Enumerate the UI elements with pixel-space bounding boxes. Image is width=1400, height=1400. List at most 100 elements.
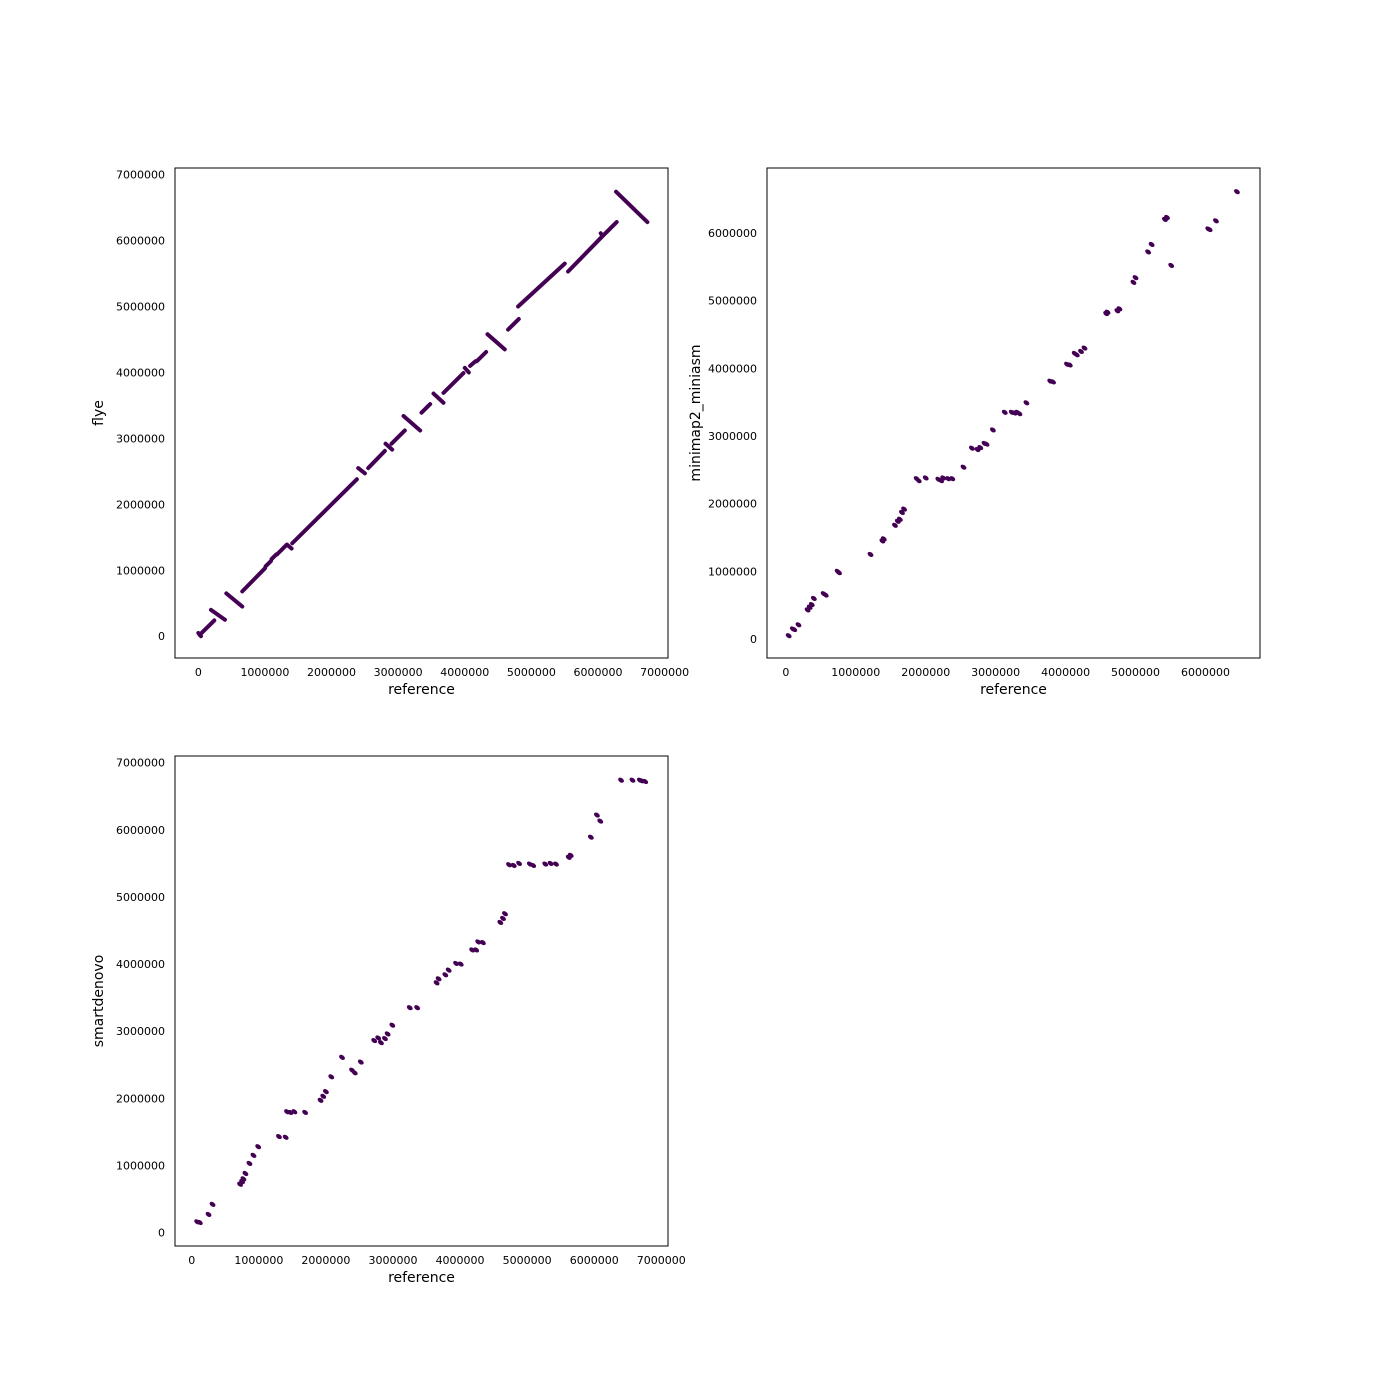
alignment-point — [442, 972, 449, 978]
alignment-segment — [485, 332, 507, 352]
alignment-point — [479, 940, 486, 946]
alignment-point — [567, 852, 574, 858]
y-axis-label: minimap2_miniasm — [688, 344, 704, 481]
alignment-point — [1145, 249, 1152, 255]
alignment-segment — [441, 371, 466, 395]
x-tick-label: 5000000 — [507, 666, 556, 679]
y-tick-label: 6000000 — [116, 824, 165, 837]
x-tick-label: 6000000 — [570, 1254, 619, 1267]
alignment-point — [1168, 262, 1175, 269]
alignment-point — [949, 476, 956, 482]
x-axis-label: reference — [388, 1270, 455, 1286]
alignment-point — [384, 1031, 391, 1037]
alignment-point — [328, 1074, 335, 1080]
y-tick-label: 0 — [750, 633, 757, 646]
alignment-segment — [614, 189, 650, 225]
x-tick-label: 2000000 — [307, 666, 356, 679]
y-tick-label: 2000000 — [116, 1092, 165, 1105]
alignment-point — [382, 1036, 388, 1042]
alignment-point — [339, 1054, 345, 1060]
alignment-point — [302, 1109, 309, 1115]
alignment-point — [642, 778, 649, 785]
alignment-point — [587, 834, 594, 840]
y-tick-label: 4000000 — [116, 366, 165, 379]
alignment-point — [880, 536, 887, 542]
y-tick-label: 7000000 — [116, 169, 165, 182]
alignment-point — [791, 627, 798, 633]
y-tick-label: 4000000 — [116, 958, 165, 971]
alignment-point — [317, 1097, 324, 1103]
alignment-segment — [516, 261, 567, 309]
x-tick-label: 0 — [195, 666, 202, 679]
alignment-point — [629, 777, 636, 783]
alignment-point — [1234, 189, 1240, 195]
alignment-point — [542, 861, 549, 867]
plot-frame — [174, 755, 669, 1247]
alignment-point — [553, 861, 559, 867]
alignment-point — [597, 818, 604, 824]
x-tick-label: 4000000 — [436, 1254, 485, 1267]
alignment-segment — [240, 566, 267, 594]
x-tick-label: 1000000 — [240, 666, 289, 679]
alignment-point — [901, 506, 907, 512]
x-tick-label: 5000000 — [503, 1254, 552, 1267]
y-tick-label: 1000000 — [116, 1159, 165, 1172]
alignment-segment — [263, 559, 273, 569]
alignment-point — [1130, 279, 1137, 285]
y-tick-label: 1000000 — [708, 565, 757, 578]
x-tick-label: 6000000 — [574, 666, 623, 679]
alignment-point — [406, 1005, 413, 1011]
alignment-point — [1116, 306, 1123, 312]
alignment-point — [250, 1152, 257, 1158]
x-tick-label: 5000000 — [1111, 666, 1160, 679]
alignment-point — [453, 960, 459, 966]
alignment-point — [1016, 411, 1023, 417]
alignment-point — [500, 915, 506, 922]
alignment-segment — [366, 448, 387, 471]
alignment-point — [836, 570, 842, 576]
y-tick-label: 0 — [158, 1227, 165, 1240]
y-tick-label: 5000000 — [116, 300, 165, 313]
y-tick-label: 2000000 — [708, 498, 757, 511]
alignment-segment — [356, 466, 367, 476]
y-tick-label: 5000000 — [708, 295, 757, 308]
alignment-point — [1066, 362, 1073, 368]
y-tick-label: 6000000 — [116, 235, 165, 248]
alignment-point — [502, 911, 508, 917]
x-tick-label: 3000000 — [368, 1254, 417, 1267]
alignment-point — [892, 522, 898, 528]
alignment-point — [357, 1059, 364, 1065]
alignment-segment — [383, 441, 395, 452]
alignment-point — [351, 1070, 358, 1076]
alignment-point — [593, 812, 600, 818]
alignment-point — [547, 860, 554, 866]
alignment-segment — [197, 618, 217, 637]
y-tick-label: 0 — [158, 630, 165, 643]
alignment-point — [940, 475, 947, 481]
x-axis-label: reference — [388, 682, 455, 698]
alignment-point — [205, 1211, 212, 1218]
alignment-point — [1206, 227, 1213, 233]
alignment-point — [457, 961, 464, 967]
alignment-segment — [224, 591, 245, 609]
x-tick-label: 2000000 — [901, 666, 950, 679]
y-tick-label: 4000000 — [708, 362, 757, 375]
alignment-point — [414, 1005, 421, 1011]
alignment-point — [1164, 214, 1170, 220]
alignment-point — [389, 1022, 396, 1028]
x-tick-label: 3000000 — [971, 666, 1020, 679]
alignment-point — [983, 441, 990, 447]
alignment-segment — [401, 413, 423, 433]
x-tick-label: 2000000 — [301, 1254, 350, 1267]
x-tick-label: 0 — [782, 666, 789, 679]
alignment-point — [255, 1144, 262, 1150]
alignment-point — [1213, 218, 1219, 224]
alignment-point — [795, 622, 802, 628]
alignment-point — [497, 919, 504, 926]
alignment-segment — [208, 607, 227, 622]
plot-frame — [766, 167, 1261, 659]
alignment-point — [473, 947, 480, 953]
alignment-point — [445, 967, 452, 973]
alignment-point — [209, 1201, 216, 1207]
alignment-segment — [468, 359, 478, 368]
